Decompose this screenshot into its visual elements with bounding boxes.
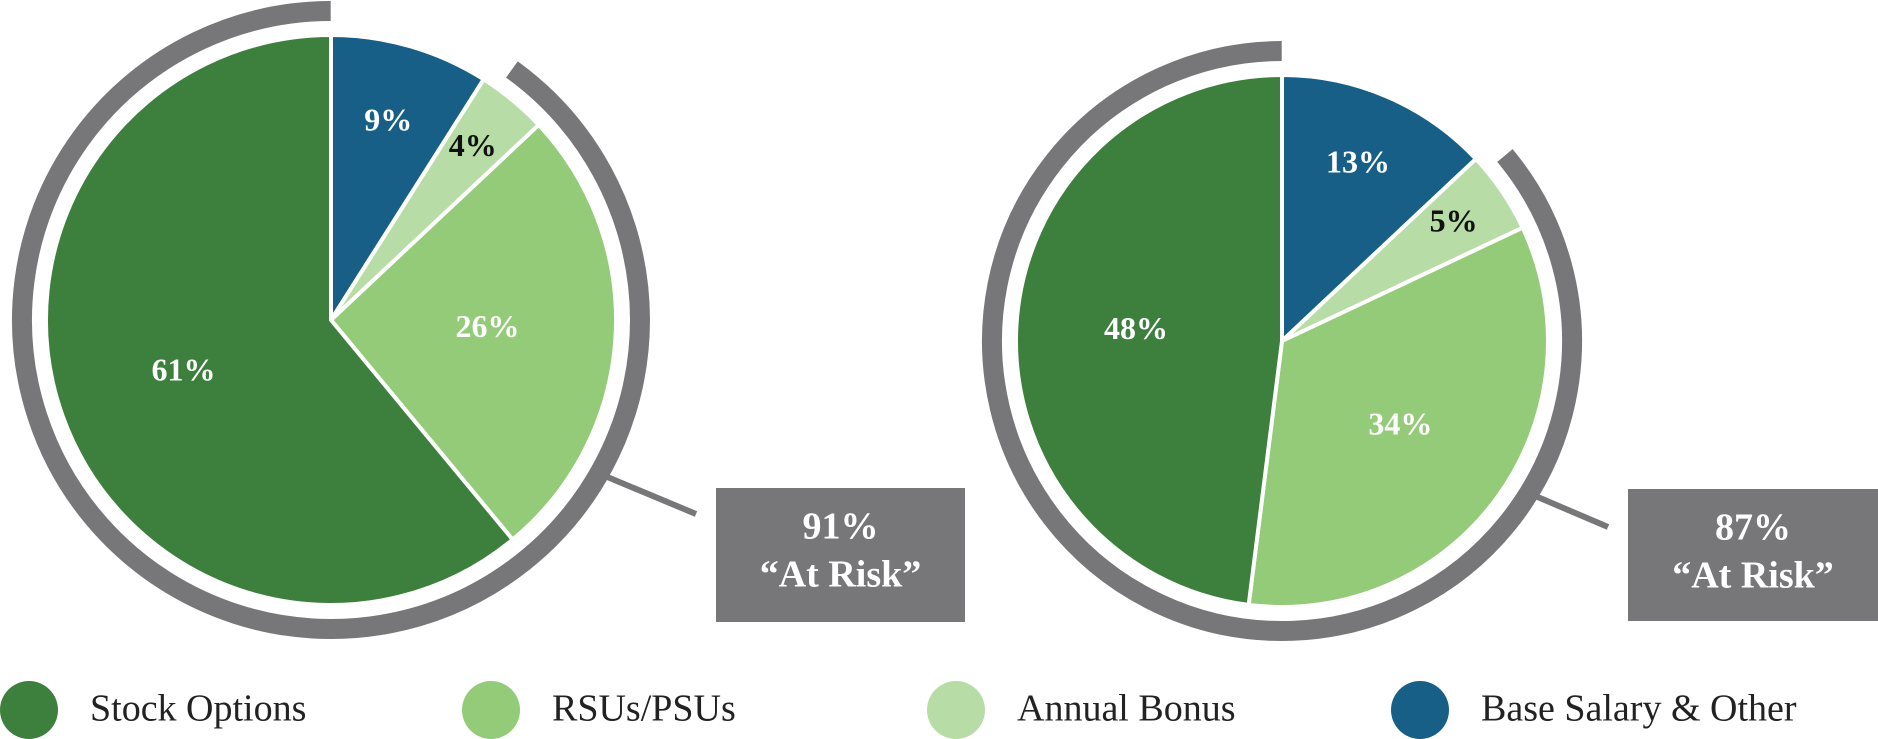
data-label: 48% — [1104, 310, 1168, 346]
legend-label: RSUs/PSUs — [552, 688, 736, 730]
leader-line — [1531, 492, 1610, 530]
callout-text: 87% — [1715, 507, 1791, 549]
legend-swatch — [0, 681, 58, 739]
legend-swatch — [927, 681, 985, 739]
leader-line — [603, 473, 698, 517]
callout-text: 91% — [803, 506, 879, 548]
data-label: 4% — [449, 127, 497, 163]
legend-swatch — [462, 681, 520, 739]
data-label: 26% — [455, 308, 519, 344]
pie-slice — [329, 32, 487, 327]
data-label: 9% — [364, 101, 412, 137]
pie-slice — [328, 122, 618, 543]
callout-box — [716, 488, 965, 622]
data-label: 34% — [1368, 405, 1432, 441]
pie-slice — [1280, 72, 1479, 346]
legend-label: Base Salary & Other — [1481, 688, 1797, 730]
pie-slice — [1246, 225, 1550, 609]
data-label: 13% — [1326, 144, 1390, 180]
callout-text: “At Risk” — [1672, 555, 1834, 597]
at-risk-ring — [12, 1, 650, 639]
legend-swatch — [1391, 681, 1449, 739]
legend-label: Stock Options — [90, 688, 306, 730]
data-label: 5% — [1430, 203, 1478, 239]
callout-box — [1628, 489, 1878, 621]
data-label: 61% — [152, 351, 216, 387]
callout-text: “At Risk” — [760, 554, 922, 596]
legend-label: Annual Bonus — [1017, 688, 1236, 730]
at-risk-ring — [982, 41, 1582, 641]
pie-slice — [1014, 72, 1284, 608]
pie-slice — [44, 32, 516, 607]
